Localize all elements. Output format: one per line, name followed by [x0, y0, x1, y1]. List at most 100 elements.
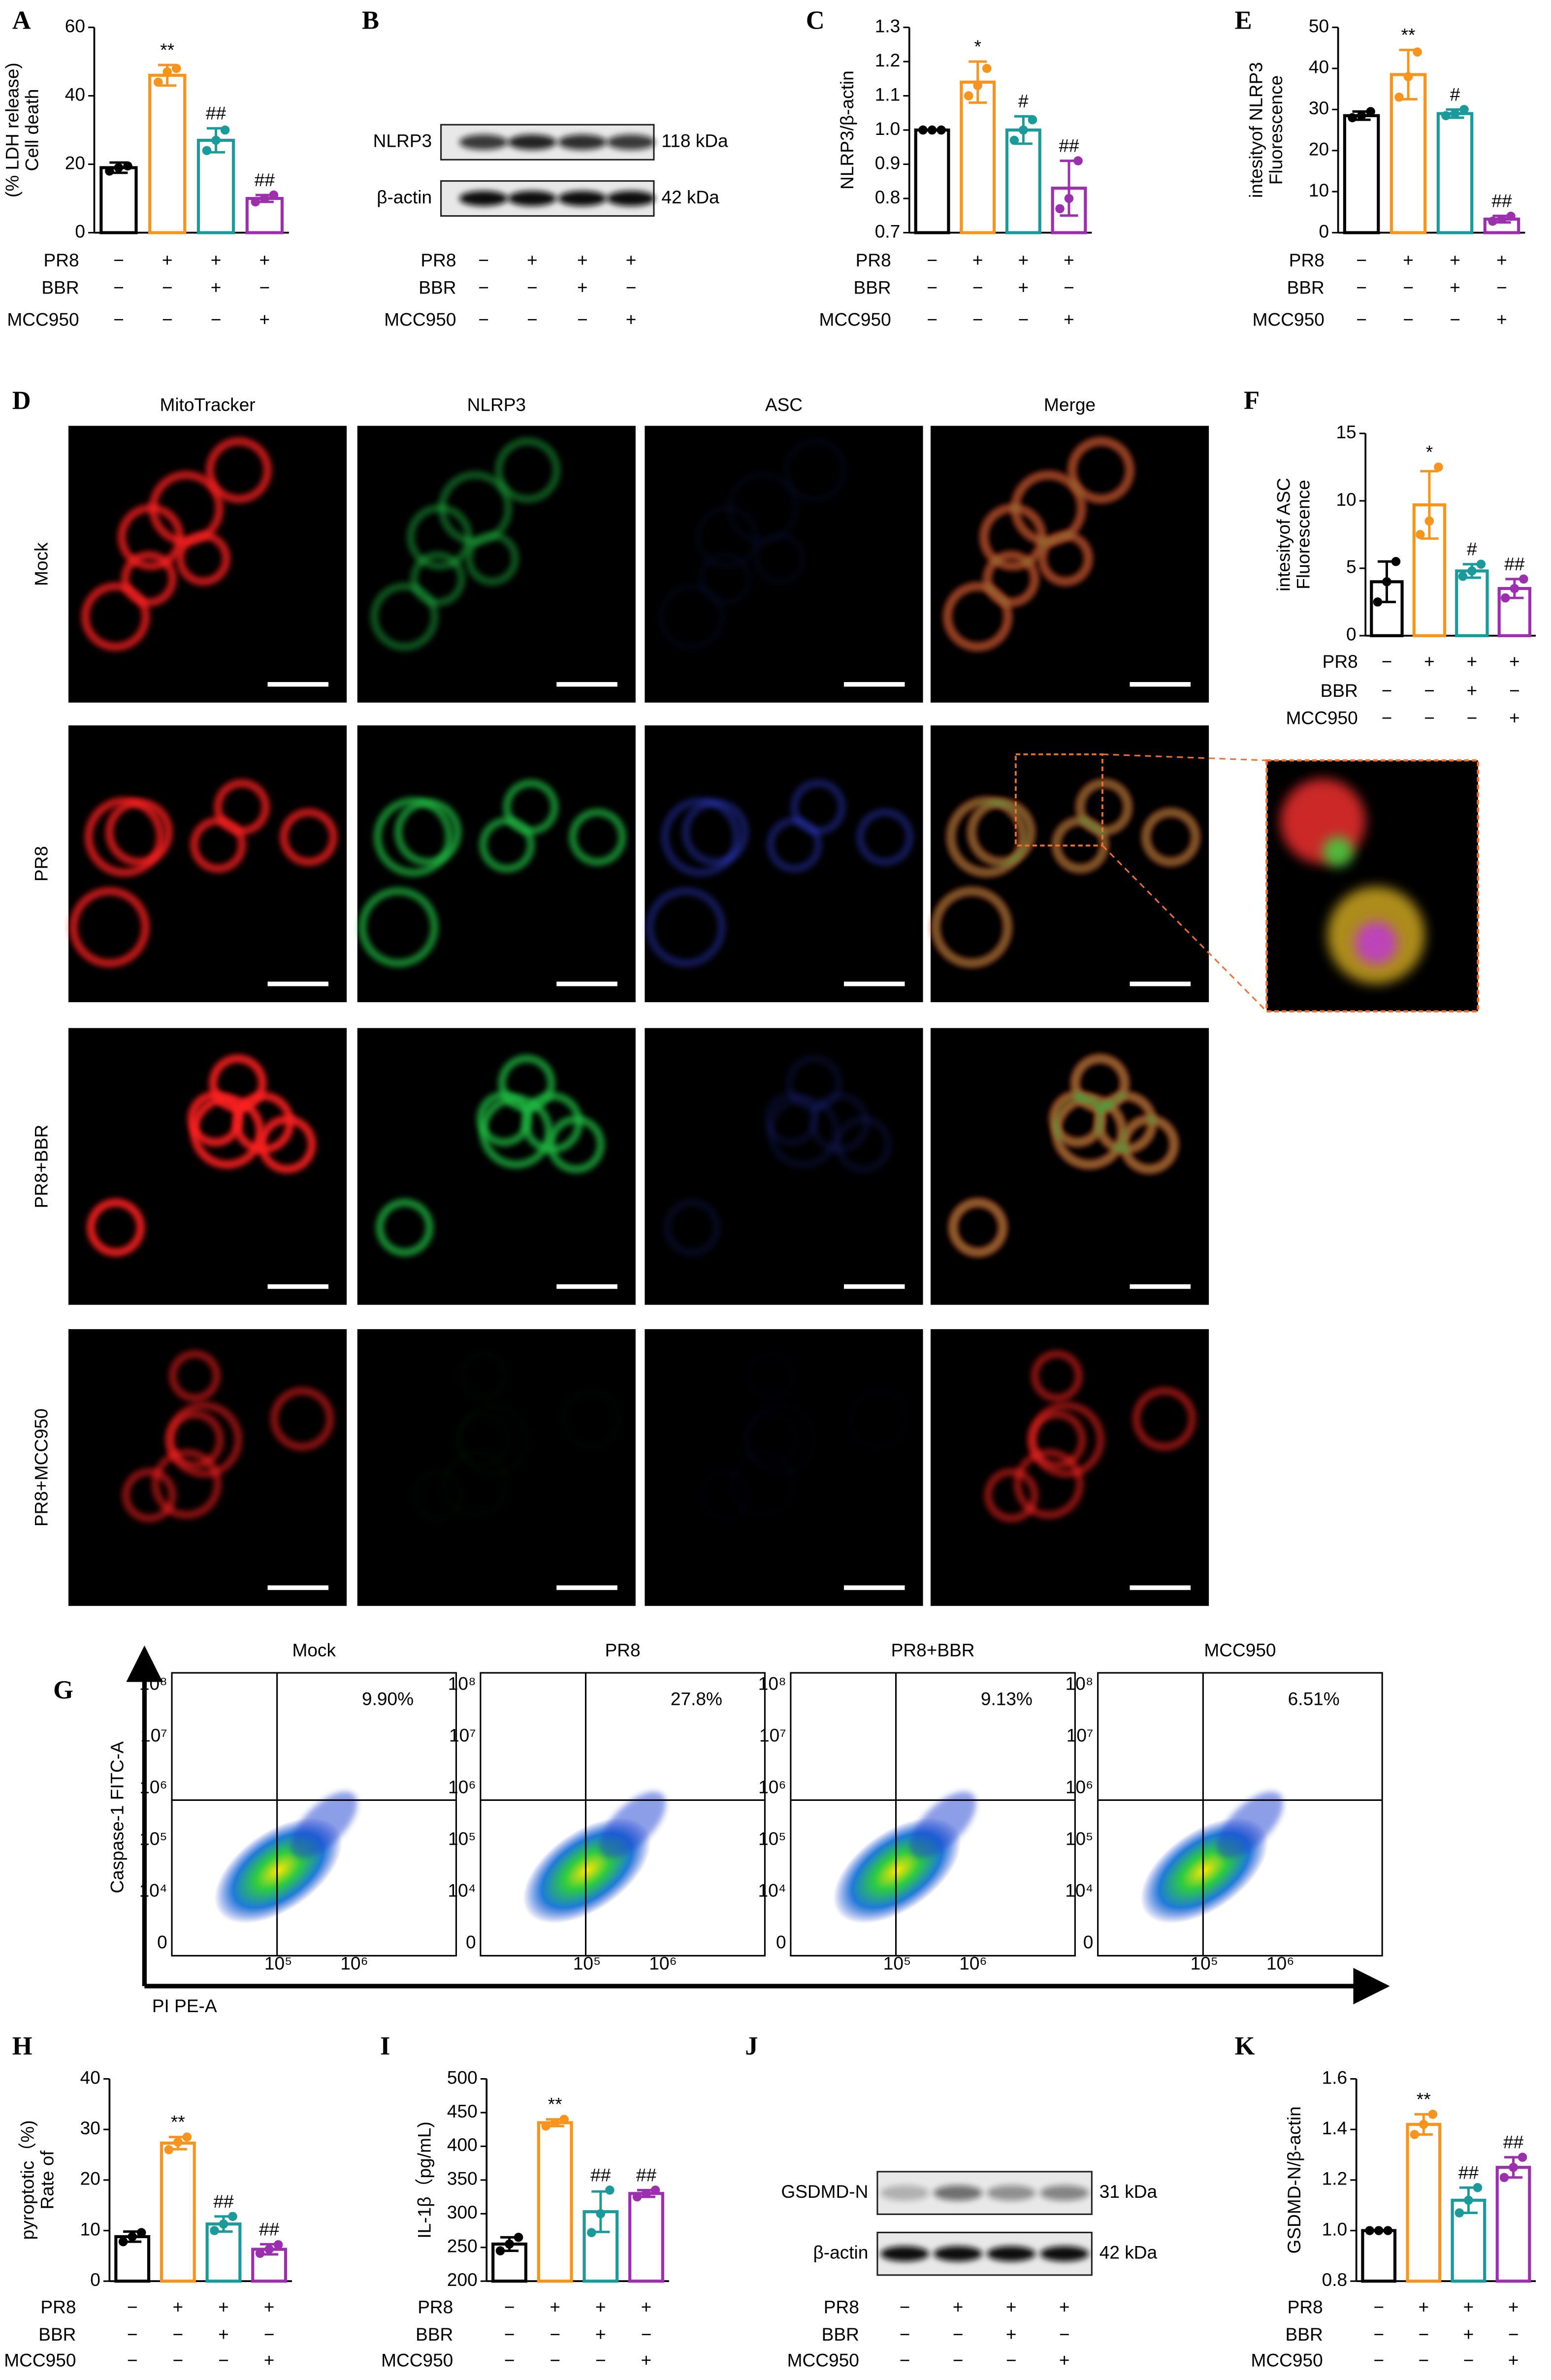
data-point	[587, 2228, 596, 2237]
significance: *	[1426, 442, 1433, 462]
significance: **	[160, 39, 174, 60]
condition-sign: −	[1373, 2324, 1384, 2345]
cell-signal	[835, 1115, 892, 1174]
y-tick-label: 30	[1309, 98, 1329, 118]
significance: **	[171, 2112, 185, 2132]
condition-sign: −	[264, 2324, 275, 2345]
data-point	[605, 2185, 614, 2195]
cell-signal	[767, 1095, 840, 1169]
y-tick-label: 40	[1309, 57, 1329, 77]
y-tick-label: 10	[80, 2218, 100, 2239]
data-point	[1394, 93, 1404, 102]
event-cloud	[599, 1792, 666, 1858]
condition-name: MCC950	[787, 2350, 859, 2371]
condition-name: PR8	[1288, 2297, 1323, 2317]
significance: *	[974, 36, 981, 57]
inset-region	[1015, 753, 1103, 847]
data-point	[1419, 2119, 1428, 2129]
y-tick-label: 0	[776, 1931, 786, 1952]
bar	[1495, 2166, 1531, 2283]
cell-signal	[657, 582, 726, 651]
x-axis-label: PI PE-A	[152, 1995, 217, 2016]
data-point	[1441, 111, 1451, 121]
x-tick-label: 10⁵	[264, 1953, 292, 1974]
y-tick-label: 1.3	[875, 15, 901, 36]
y-tick-label: 0	[157, 1931, 167, 1952]
condition-sign: −	[211, 309, 222, 329]
condition-sign: −	[1419, 2324, 1429, 2345]
condition-sign: −	[953, 2350, 964, 2371]
y-tick-label: 1.0	[1322, 2218, 1348, 2239]
significance: ##	[1504, 554, 1525, 574]
condition-sign: −	[1463, 2350, 1474, 2371]
scale-bar-label: 10 μm	[848, 1253, 901, 1274]
condition-sign: −	[504, 2324, 515, 2345]
cell-signal	[122, 1468, 177, 1523]
bar	[914, 128, 950, 234]
data-point	[173, 2137, 183, 2147]
data-point	[1366, 107, 1375, 116]
condition-name: PR8	[44, 250, 79, 270]
y-tick-label: 350	[447, 2168, 478, 2189]
data-point	[1458, 572, 1468, 581]
cell-signal	[105, 799, 173, 866]
data-point	[1365, 2226, 1374, 2235]
bar	[582, 2210, 619, 2283]
row-label: PR8+MCC950	[31, 1408, 51, 1527]
condition-sign: −	[259, 277, 270, 298]
scale-bar-label: 10 μm	[561, 1555, 614, 1575]
blot-band	[459, 191, 508, 206]
cell-signal	[370, 582, 439, 651]
y-tick-label: 0	[1319, 221, 1329, 241]
blot-band	[934, 2246, 982, 2262]
gate-percent: 9.90%	[362, 1688, 414, 1709]
condition-sign: −	[127, 2350, 138, 2371]
y-tick-label: 10	[1336, 489, 1356, 510]
condition-sign: +	[626, 250, 637, 270]
y-tick-label: 10⁴	[758, 1880, 786, 1900]
scale-bar-label: 10 μm	[1134, 1555, 1187, 1575]
condition-sign: −	[972, 309, 983, 329]
condition-name: PR8	[1289, 250, 1325, 270]
y-tick-label: 1.2	[1322, 2168, 1348, 2189]
data-point	[964, 91, 973, 100]
data-point	[1450, 109, 1460, 118]
data-point	[182, 2132, 192, 2142]
condition-sign: +	[211, 277, 222, 298]
condition-sign: −	[1373, 2297, 1384, 2317]
y-axis-label: Cell death	[22, 89, 42, 171]
y-tick-label: 60	[65, 15, 85, 36]
data-point	[1055, 204, 1065, 214]
y-axis-label: intesityof ASC	[1273, 478, 1293, 591]
condition-sign: +	[1508, 2297, 1519, 2317]
band-name: GSDMD-N	[781, 2181, 868, 2202]
condition-name: PR8	[420, 250, 456, 270]
gate-percent: 9.13%	[981, 1688, 1033, 1709]
cell-signal	[358, 887, 439, 967]
condition-sign: −	[641, 2324, 652, 2345]
x-tick-label: 10⁶	[649, 1953, 677, 1974]
y-tick-label: 0	[1346, 624, 1357, 645]
y-axis-label: (% LDH release)	[2, 63, 23, 197]
y-tick-label: 10⁸	[448, 1673, 476, 1694]
cell-signal	[1053, 1095, 1126, 1169]
condition-sign: +	[173, 2297, 184, 2317]
data-point	[202, 146, 212, 155]
condition-name: MCC950	[819, 309, 891, 329]
condition-sign: −	[1419, 2350, 1429, 2371]
y-tick-label: 10⁷	[140, 1725, 167, 1745]
condition-sign: +	[1496, 309, 1507, 329]
data-point	[260, 194, 269, 203]
cell-signal	[410, 551, 465, 607]
condition-sign: +	[972, 250, 983, 270]
bar	[148, 73, 187, 234]
condition-sign: +	[577, 277, 588, 298]
condition-name: PR8	[824, 2297, 859, 2317]
condition-sign: +	[577, 250, 588, 270]
data-point	[505, 2239, 514, 2249]
condition-sign: −	[1382, 707, 1392, 728]
data-point	[1019, 125, 1028, 135]
data-point	[1519, 574, 1528, 584]
cell-signal	[949, 1199, 1007, 1256]
scale-bar-label: 10 μm	[561, 1253, 614, 1274]
